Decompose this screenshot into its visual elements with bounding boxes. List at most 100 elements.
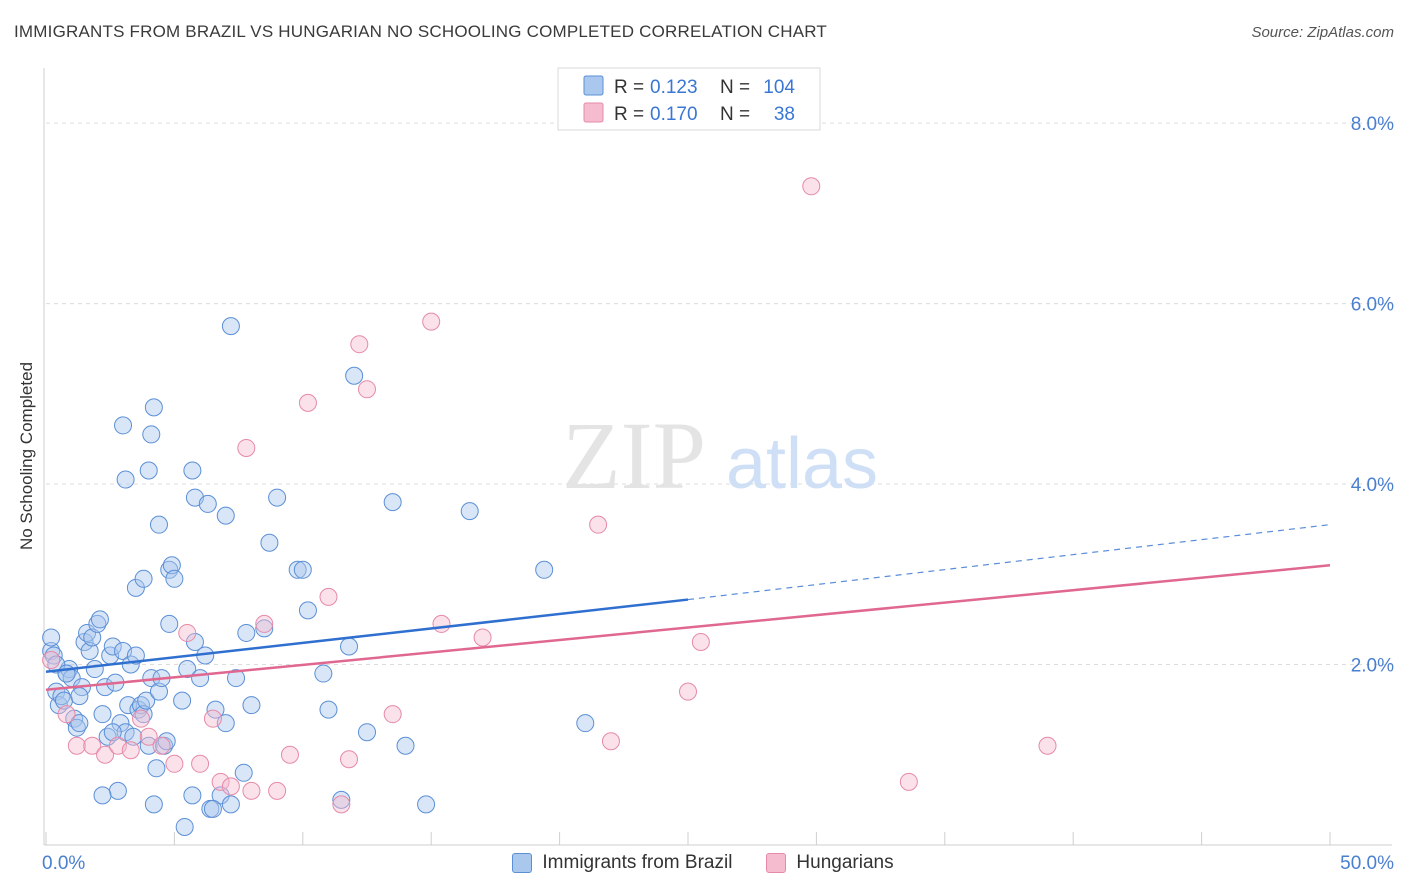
x-tick-label-max: 50.0% bbox=[1340, 853, 1394, 874]
point-brazil bbox=[345, 366, 364, 385]
point-hungarian bbox=[280, 745, 299, 764]
point-brazil bbox=[255, 619, 274, 638]
point-brazil bbox=[358, 723, 376, 742]
point-brazil bbox=[139, 736, 158, 755]
point-hungarian bbox=[203, 709, 222, 728]
legend-n-value-2: 38 bbox=[774, 104, 795, 125]
point-brazil bbox=[576, 714, 595, 733]
point-brazil bbox=[234, 763, 253, 782]
point-brazil bbox=[85, 660, 104, 679]
point-brazil bbox=[319, 700, 338, 719]
point-brazil bbox=[183, 461, 202, 480]
legend-swatch-hungarians-bottom bbox=[766, 853, 787, 873]
legend-swatch-hungarians bbox=[583, 102, 604, 123]
point-brazil bbox=[460, 502, 479, 521]
y-tick-label: 2.0% bbox=[1351, 656, 1394, 677]
point-brazil bbox=[175, 817, 194, 836]
point-hungarian bbox=[319, 587, 338, 606]
point-brazil bbox=[340, 637, 359, 656]
legend-swatch-brazil-bottom bbox=[512, 853, 533, 873]
point-brazil bbox=[178, 660, 197, 679]
point-brazil bbox=[137, 691, 156, 710]
point-brazil bbox=[211, 786, 230, 805]
legend-label-brazil: Immigrants from Brazil bbox=[542, 852, 733, 873]
point-brazil bbox=[293, 560, 312, 579]
point-hungarian bbox=[242, 781, 261, 800]
point-brazil bbox=[114, 416, 133, 435]
legend-n-label-2: N = bbox=[720, 104, 750, 125]
point-hungarian bbox=[178, 623, 197, 642]
legend-r-label-1: R = bbox=[614, 77, 644, 98]
point-hungarian bbox=[237, 438, 256, 457]
point-hungarian bbox=[340, 750, 359, 769]
point-brazil bbox=[417, 795, 436, 814]
point-brazil bbox=[103, 637, 122, 656]
point-hungarian bbox=[211, 772, 230, 791]
point-brazil bbox=[185, 632, 204, 651]
point-brazil bbox=[162, 556, 181, 575]
point-brazil bbox=[142, 425, 161, 444]
point-brazil bbox=[119, 696, 138, 715]
point-brazil bbox=[70, 687, 89, 706]
point-brazil bbox=[383, 493, 402, 512]
point-hungarian bbox=[132, 709, 151, 728]
point-hungarian bbox=[589, 515, 608, 534]
point-brazil bbox=[314, 664, 333, 683]
series-brazil-points bbox=[42, 317, 595, 836]
y-tick-labels: 2.0% 4.0% 6.0% 8.0% bbox=[1351, 114, 1394, 676]
point-hungarian bbox=[899, 772, 918, 791]
legend-swatch-brazil bbox=[583, 75, 604, 96]
point-brazil bbox=[116, 470, 135, 489]
point-brazil bbox=[126, 578, 145, 597]
point-brazil bbox=[203, 799, 222, 818]
point-brazil bbox=[198, 494, 217, 513]
legend-item-brazil: Immigrants from Brazil bbox=[512, 852, 732, 874]
point-hungarian bbox=[298, 393, 317, 412]
y-tick-label: 8.0% bbox=[1351, 114, 1394, 135]
point-hungarian bbox=[358, 380, 376, 399]
point-brazil bbox=[83, 628, 102, 647]
source-credit: Source: ZipAtlas.com bbox=[1251, 24, 1394, 41]
point-brazil bbox=[124, 727, 143, 746]
point-brazil bbox=[221, 317, 240, 336]
point-brazil bbox=[147, 759, 166, 778]
point-brazil bbox=[121, 655, 140, 674]
point-brazil bbox=[535, 560, 554, 579]
point-brazil bbox=[237, 623, 256, 642]
point-hungarian bbox=[679, 682, 697, 701]
series-hungarians-points bbox=[42, 177, 1057, 814]
point-brazil bbox=[298, 601, 317, 620]
point-brazil bbox=[111, 714, 130, 733]
point-hungarian bbox=[139, 727, 158, 746]
trend-lines bbox=[45, 524, 1331, 692]
legend-r-label-2: R = bbox=[614, 104, 644, 125]
point-brazil bbox=[144, 398, 163, 417]
point-brazil bbox=[227, 669, 246, 688]
point-brazil bbox=[80, 641, 99, 660]
point-hungarian bbox=[121, 741, 140, 760]
y-tick-label: 6.0% bbox=[1351, 295, 1394, 316]
point-brazil bbox=[165, 569, 184, 588]
point-hungarian bbox=[96, 745, 115, 764]
point-brazil bbox=[242, 696, 261, 715]
point-hungarian bbox=[1038, 736, 1057, 755]
point-brazil bbox=[144, 795, 163, 814]
point-hungarian bbox=[152, 736, 171, 755]
watermark-zip: ZIP bbox=[562, 402, 706, 509]
point-brazil bbox=[216, 506, 235, 525]
series-legend: Immigrants from Brazil Hungarians bbox=[0, 852, 1406, 874]
point-brazil bbox=[93, 705, 112, 724]
point-brazil bbox=[160, 614, 179, 633]
point-hungarian bbox=[383, 705, 402, 724]
point-brazil bbox=[221, 795, 240, 814]
trend-line-hungarians bbox=[45, 564, 1331, 692]
grid-lines bbox=[46, 122, 1392, 666]
point-brazil bbox=[332, 790, 351, 809]
point-hungarian bbox=[691, 632, 710, 651]
point-hungarian bbox=[67, 736, 86, 755]
point-hungarian bbox=[422, 312, 441, 331]
point-brazil bbox=[139, 461, 158, 480]
point-brazil bbox=[260, 533, 279, 552]
point-hungarian bbox=[473, 628, 492, 647]
